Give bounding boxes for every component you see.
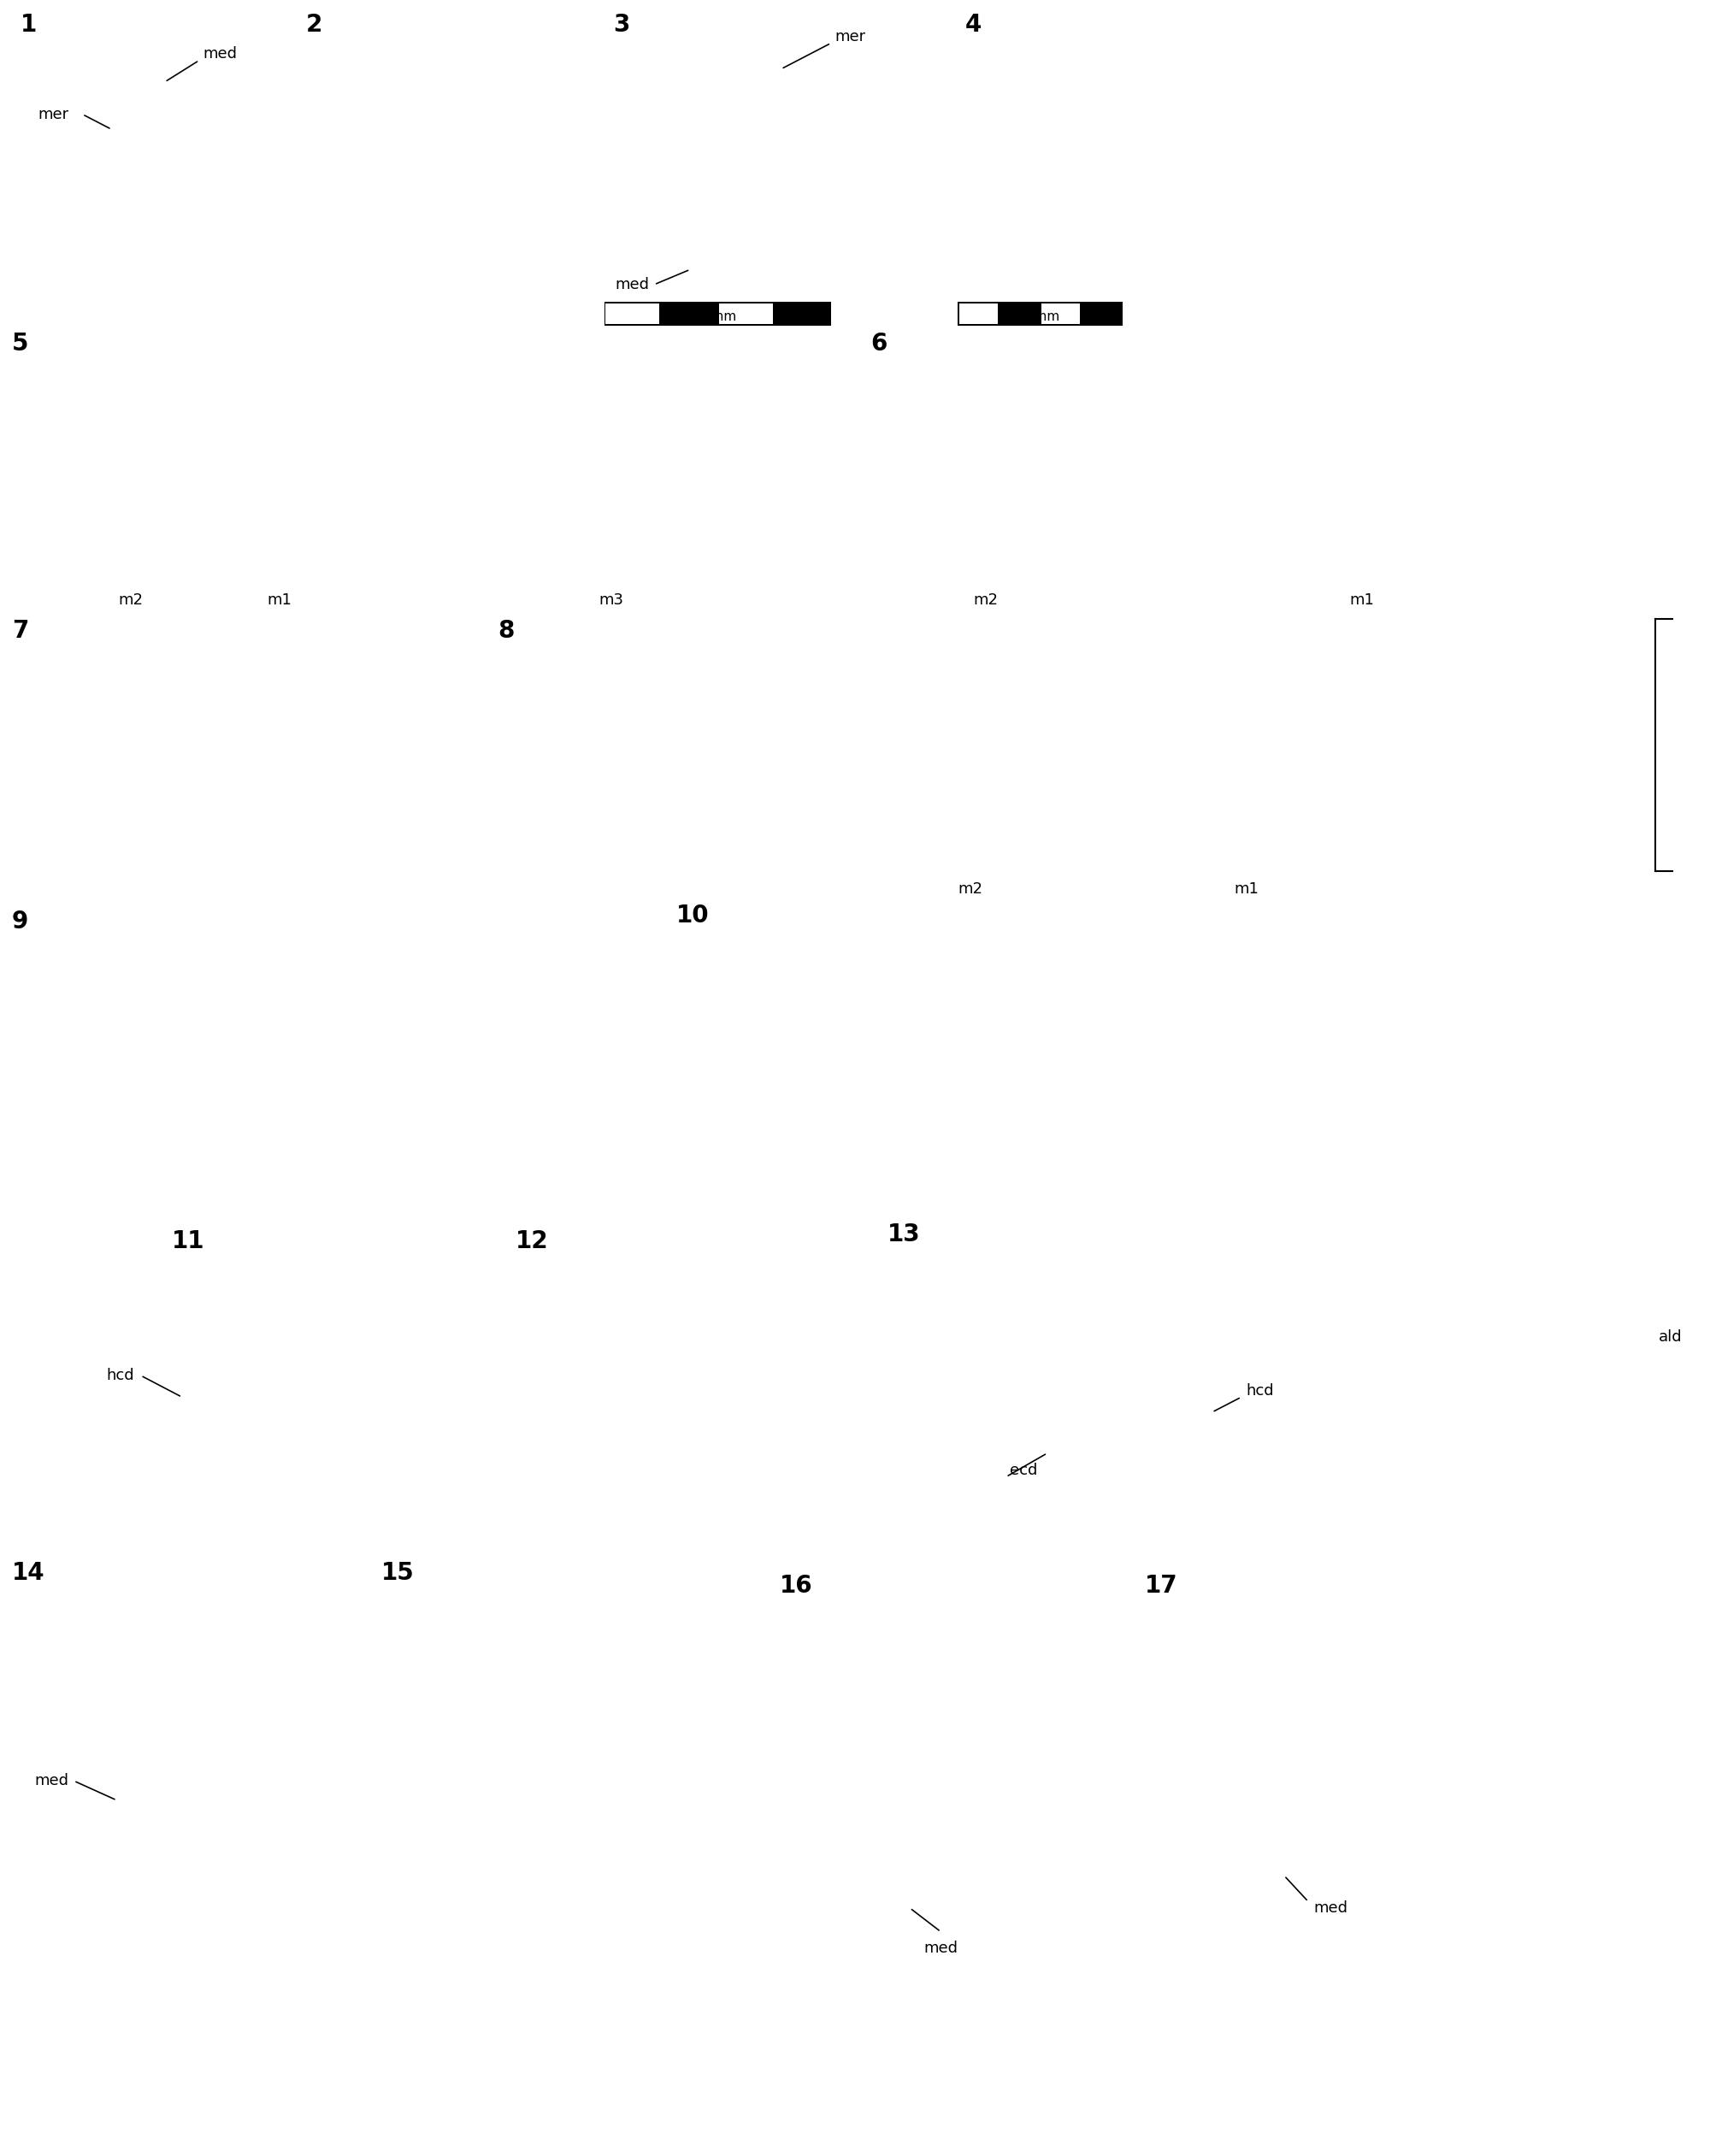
Text: 12: 12 — [515, 1229, 547, 1253]
Bar — [606, 304, 659, 323]
Text: hcd: hcd — [106, 1367, 134, 1384]
Bar — [959, 304, 997, 323]
Bar — [1042, 304, 1079, 323]
Text: 2: 2 — [305, 13, 323, 37]
Text: 6: 6 — [870, 332, 887, 356]
Text: 7: 7 — [12, 619, 29, 642]
Text: 16: 16 — [779, 1574, 812, 1598]
Text: m2: m2 — [958, 882, 982, 897]
Text: 5: 5 — [12, 332, 29, 356]
Text: m2: m2 — [118, 593, 142, 608]
Text: m1: m1 — [1234, 882, 1258, 897]
Text: m1: m1 — [1349, 593, 1373, 608]
Text: 17: 17 — [1145, 1574, 1177, 1598]
Bar — [719, 304, 772, 323]
Text: 11: 11 — [172, 1229, 204, 1253]
Text: 1: 1 — [21, 13, 38, 37]
Text: m1: m1 — [268, 593, 292, 608]
Text: mer: mer — [38, 106, 69, 123]
Text: med: med — [923, 1940, 958, 1955]
Text: 9: 9 — [12, 910, 29, 934]
Text: 15: 15 — [381, 1561, 414, 1585]
Text: med: med — [34, 1772, 69, 1789]
Text: ald: ald — [1658, 1328, 1682, 1345]
Text: 4: 4 — [964, 13, 982, 37]
Text: 13: 13 — [887, 1222, 920, 1246]
Text: med: med — [1313, 1899, 1347, 1917]
Text: 10: 10 — [676, 903, 709, 927]
Text: 3: 3 — [613, 13, 630, 37]
Text: ecd: ecd — [1009, 1462, 1036, 1479]
Text: med: med — [202, 45, 237, 63]
Bar — [604, 302, 831, 326]
Text: 8: 8 — [498, 619, 515, 642]
Bar — [958, 302, 1122, 326]
Text: m3: m3 — [599, 593, 623, 608]
Text: 5 mm: 5 mm — [698, 310, 736, 323]
Text: hcd: hcd — [1246, 1382, 1273, 1399]
Text: mer: mer — [834, 28, 865, 45]
Text: 5 mm: 5 mm — [1021, 310, 1059, 323]
Text: m2: m2 — [973, 593, 997, 608]
Text: 14: 14 — [12, 1561, 45, 1585]
Text: med: med — [614, 276, 649, 293]
